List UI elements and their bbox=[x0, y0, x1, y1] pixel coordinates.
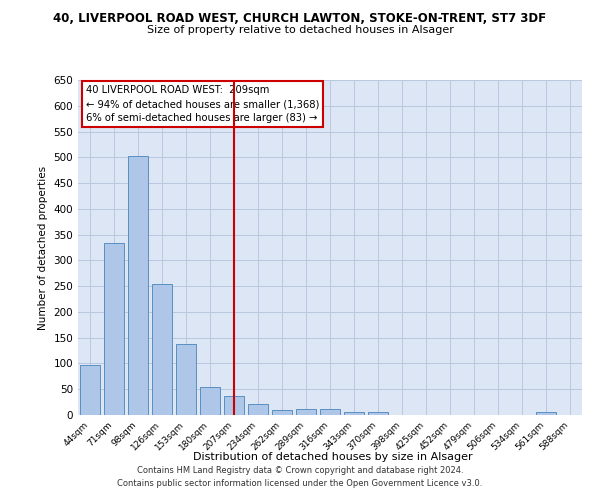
Text: Distribution of detached houses by size in Alsager: Distribution of detached houses by size … bbox=[193, 452, 473, 462]
Bar bbox=[80, 365, 100, 415]
Bar bbox=[344, 412, 364, 415]
Bar bbox=[152, 284, 172, 415]
Y-axis label: Number of detached properties: Number of detached properties bbox=[38, 166, 48, 330]
Bar bbox=[536, 412, 556, 415]
Bar bbox=[200, 387, 220, 415]
Bar bbox=[176, 344, 196, 415]
Bar bbox=[272, 410, 292, 415]
Bar bbox=[296, 410, 316, 415]
Bar bbox=[224, 396, 244, 415]
Text: 40, LIVERPOOL ROAD WEST, CHURCH LAWTON, STOKE-ON-TRENT, ST7 3DF: 40, LIVERPOOL ROAD WEST, CHURCH LAWTON, … bbox=[53, 12, 547, 26]
Bar bbox=[368, 412, 388, 415]
Text: Contains HM Land Registry data © Crown copyright and database right 2024.
Contai: Contains HM Land Registry data © Crown c… bbox=[118, 466, 482, 487]
Text: 40 LIVERPOOL ROAD WEST:  209sqm
← 94% of detached houses are smaller (1,368)
6% : 40 LIVERPOOL ROAD WEST: 209sqm ← 94% of … bbox=[86, 85, 319, 123]
Bar bbox=[128, 156, 148, 415]
Bar bbox=[104, 244, 124, 415]
Bar bbox=[248, 404, 268, 415]
Text: Size of property relative to detached houses in Alsager: Size of property relative to detached ho… bbox=[146, 25, 454, 35]
Bar bbox=[320, 410, 340, 415]
